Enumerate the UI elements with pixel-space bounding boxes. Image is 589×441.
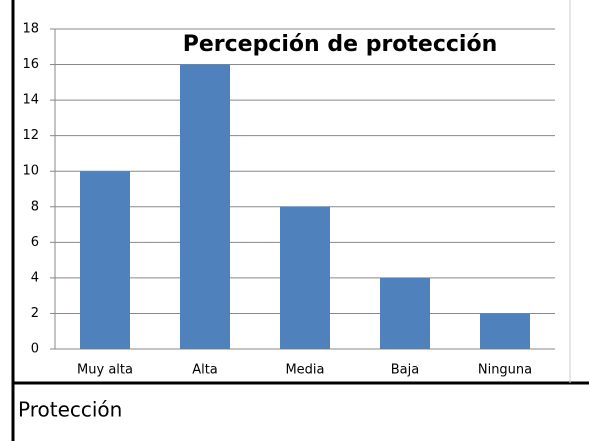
y-tick-label: 0 — [31, 342, 39, 357]
y-tick-label: 6 — [31, 235, 39, 250]
y-tick-label: 8 — [31, 199, 39, 214]
y-tick-label: 2 — [31, 306, 39, 321]
y-tick-label: 18 — [22, 22, 39, 37]
y-tick-label: 4 — [31, 270, 39, 285]
bar — [480, 313, 530, 349]
bar — [280, 206, 330, 349]
x-tick-label: Alta — [192, 363, 218, 378]
bar — [80, 171, 130, 349]
y-tick-label: 14 — [22, 93, 39, 108]
y-tick-label: 16 — [22, 57, 39, 72]
x-tick-label: Media — [285, 363, 324, 378]
bar — [180, 64, 230, 350]
x-tick-label: Baja — [391, 363, 419, 378]
y-tick-label: 12 — [22, 128, 39, 143]
chart-title: Percepción de protección — [183, 32, 498, 57]
x-tick-label: Ninguna — [478, 363, 532, 378]
caption: Protección — [18, 398, 122, 422]
y-tick-label: 10 — [22, 164, 39, 179]
bar — [380, 277, 430, 349]
x-tick-label: Muy alta — [77, 363, 133, 378]
